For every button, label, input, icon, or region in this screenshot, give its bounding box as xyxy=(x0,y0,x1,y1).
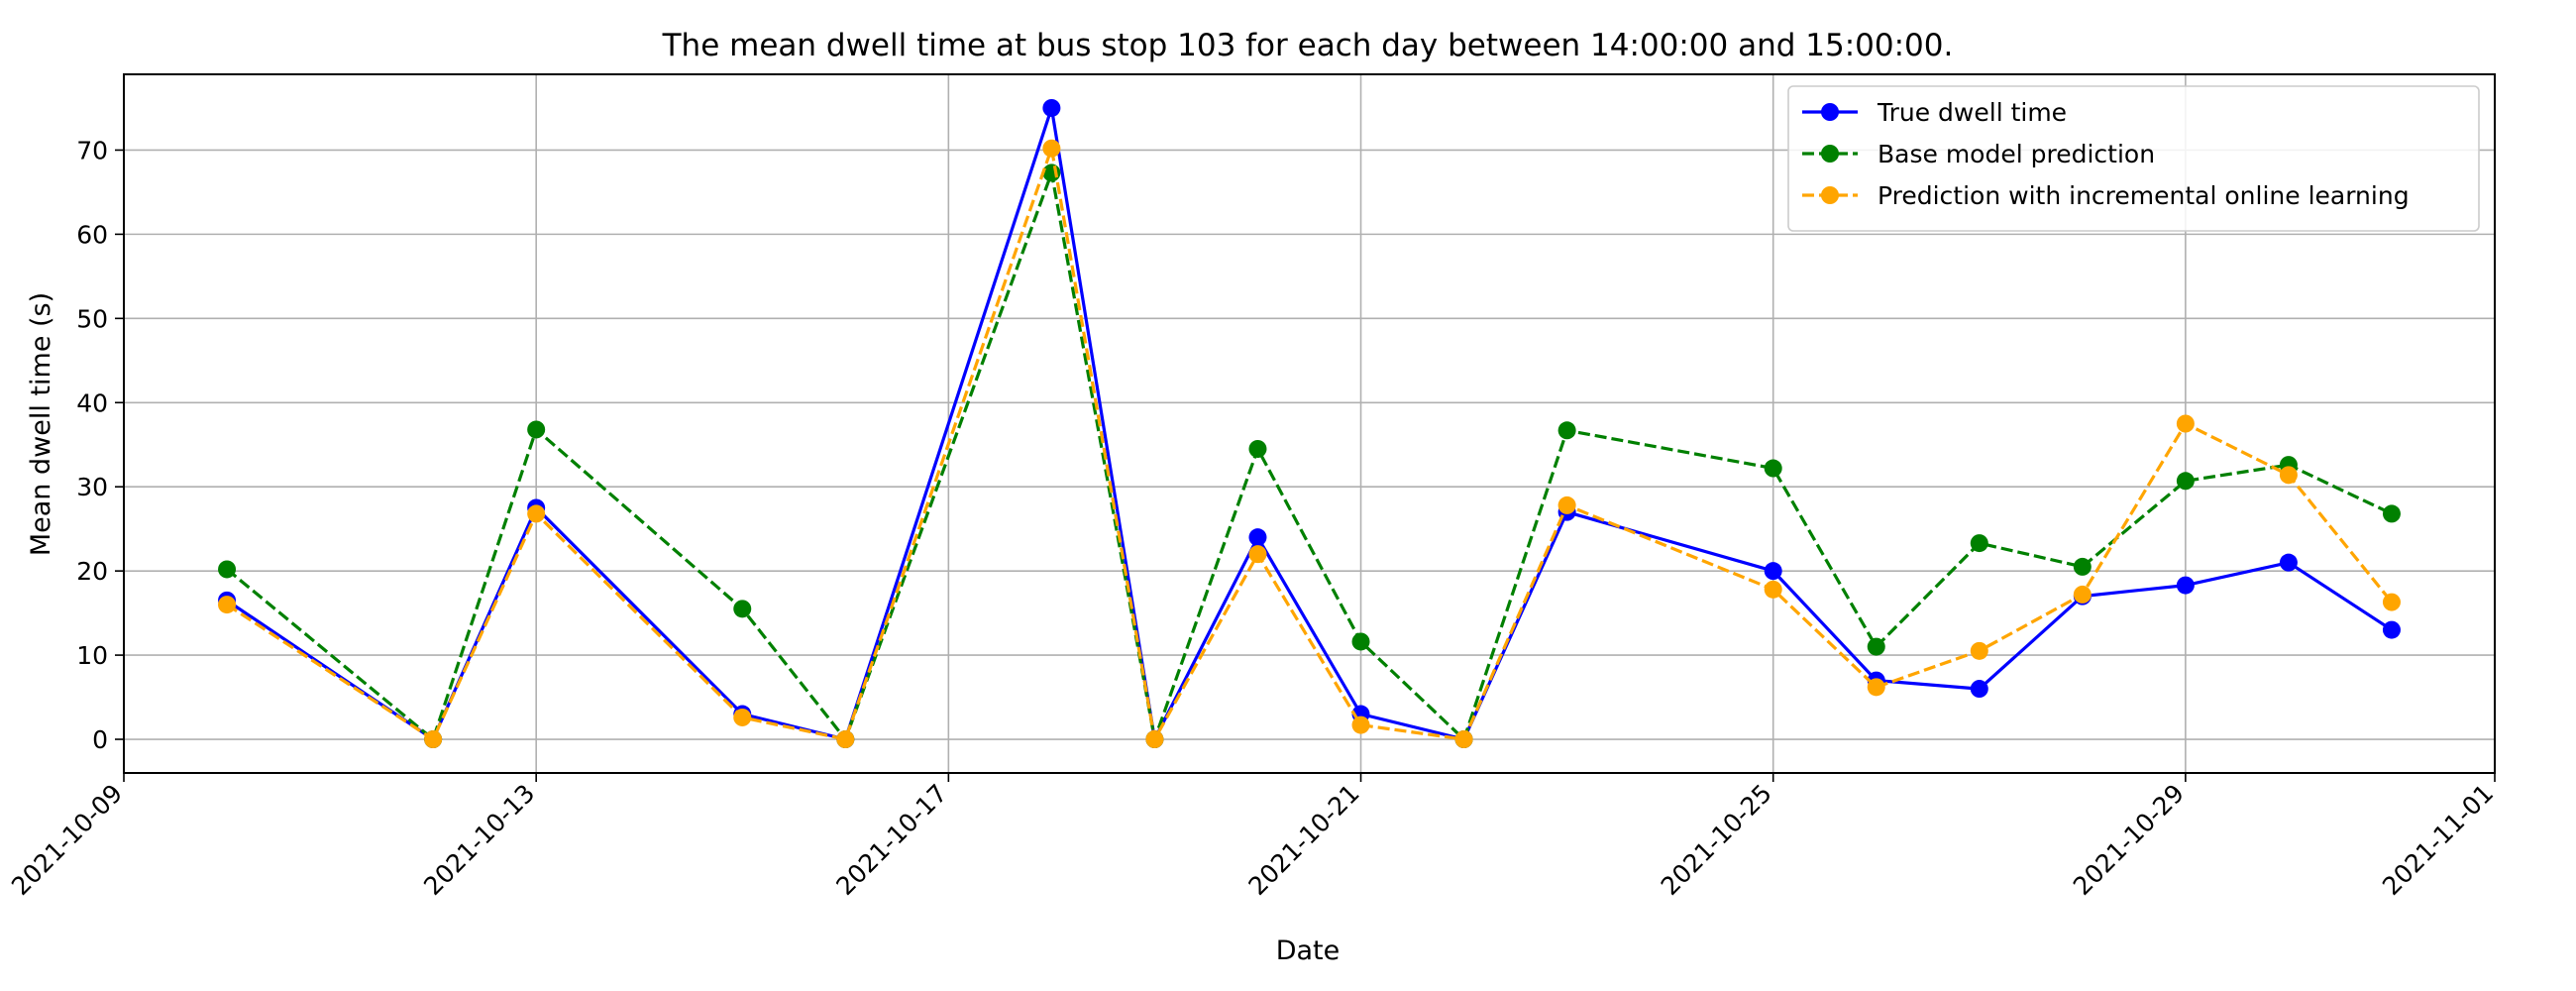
data-point xyxy=(2279,553,2298,572)
data-point xyxy=(218,596,237,614)
data-point xyxy=(2176,414,2195,433)
data-point xyxy=(1764,580,1782,599)
series-3 xyxy=(218,139,2401,749)
data-point xyxy=(1248,545,1267,564)
data-point xyxy=(733,708,752,726)
data-point xyxy=(1557,496,1576,514)
y-axis-label: Mean dwell time (s) xyxy=(26,292,56,556)
data-point xyxy=(1248,528,1267,547)
data-point xyxy=(1042,98,1061,117)
series-layer xyxy=(218,98,2401,749)
x-tick-label: 2021-10-17 xyxy=(830,779,952,901)
data-point xyxy=(1970,680,1988,699)
data-point xyxy=(218,560,237,579)
x-tick-label: 2021-10-25 xyxy=(1656,779,1777,901)
data-point xyxy=(1867,678,1885,697)
x-tick-label: 2021-11-01 xyxy=(2377,779,2499,901)
legend-label: Base model prediction xyxy=(1878,140,2155,168)
data-point xyxy=(1764,562,1782,581)
y-tick-label: 50 xyxy=(76,304,108,333)
data-point xyxy=(1970,534,1988,553)
series-2 xyxy=(218,164,2401,749)
legend-label: Prediction with incremental online learn… xyxy=(1878,181,2410,210)
data-point xyxy=(2382,504,2401,523)
x-tick-label: 2021-10-29 xyxy=(2068,779,2190,901)
data-point xyxy=(527,504,546,523)
y-tick-label: 30 xyxy=(76,473,108,501)
data-point xyxy=(1557,421,1576,440)
data-point xyxy=(1764,459,1782,478)
data-point xyxy=(2279,466,2298,485)
x-axis-ticks: 2021-10-09 2021-10-13 2021-10-17 2021-10-21… xyxy=(6,773,2499,901)
series-line xyxy=(226,106,2393,741)
y-tick-label: 0 xyxy=(92,725,108,754)
y-tick-label: 70 xyxy=(76,136,108,165)
data-point xyxy=(1351,716,1370,734)
y-tick-label: 20 xyxy=(76,557,108,586)
y-tick-label: 10 xyxy=(76,641,108,670)
legend-marker xyxy=(1821,103,1839,121)
series-line xyxy=(225,170,2393,741)
y-tick-label: 40 xyxy=(76,388,108,417)
data-point xyxy=(836,730,855,749)
series-line xyxy=(226,147,2394,741)
legend-box xyxy=(1787,85,2480,232)
data-point xyxy=(1351,632,1370,651)
legend-marker xyxy=(1821,145,1839,163)
data-point xyxy=(2382,620,2401,639)
x-tick-label: 2021-10-09 xyxy=(6,779,128,901)
data-point xyxy=(1454,730,1473,749)
data-point xyxy=(2176,472,2195,491)
data-point xyxy=(1970,641,1988,660)
data-point xyxy=(2073,557,2092,576)
data-point xyxy=(1042,164,1061,182)
y-axis-ticks: 0 10 20 30 40 50 60 70 xyxy=(76,136,124,754)
data-point xyxy=(1042,139,1061,158)
plot-frame xyxy=(123,73,2496,774)
data-point xyxy=(2382,593,2401,611)
x-tick-label: 2021-10-13 xyxy=(418,779,540,901)
x-axis-label: Date xyxy=(1276,936,1341,966)
legend-marker xyxy=(1821,186,1839,204)
data-point xyxy=(1867,637,1885,656)
legend-label: True dwell time xyxy=(1877,98,2067,127)
data-point xyxy=(527,420,546,439)
data-point xyxy=(2073,585,2092,604)
data-point xyxy=(424,730,443,749)
x-tick-label: 2021-10-21 xyxy=(1243,779,1365,901)
chart-title: The mean dwell time at bus stop 103 for … xyxy=(662,28,1954,63)
data-point xyxy=(733,600,752,618)
y-tick-label: 60 xyxy=(76,220,108,249)
legend: True dwell time Base model prediction Pred… xyxy=(1787,85,2480,232)
data-point xyxy=(1248,439,1267,458)
data-point xyxy=(1145,730,1164,749)
data-point xyxy=(2176,576,2195,595)
